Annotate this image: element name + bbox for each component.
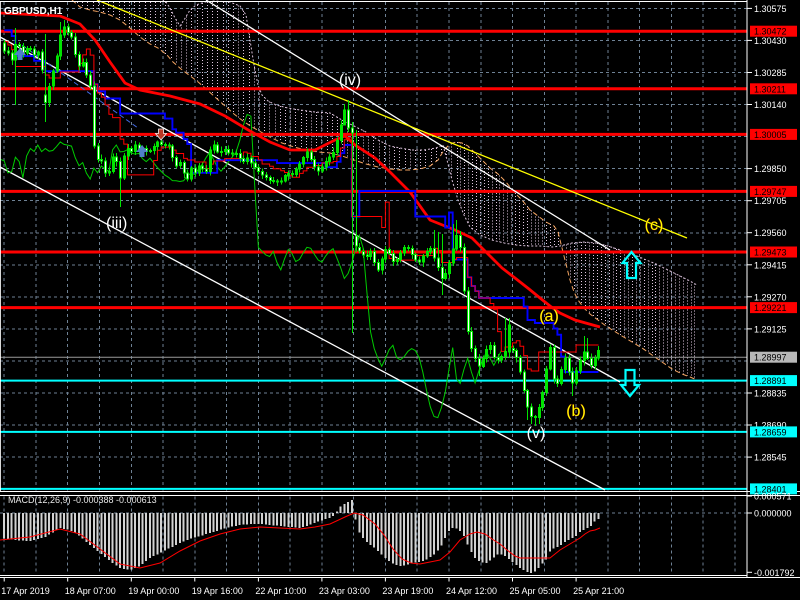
svg-text:(v): (v)	[527, 425, 546, 442]
svg-text:1.29415: 1.29415	[754, 260, 787, 270]
svg-text:1.28891: 1.28891	[754, 376, 787, 386]
svg-text:17 Apr 2019: 17 Apr 2019	[1, 586, 50, 596]
svg-text:1.29747: 1.29747	[754, 187, 787, 197]
svg-text:1.28659: 1.28659	[754, 427, 787, 437]
svg-text:24 Apr 12:00: 24 Apr 12:00	[446, 586, 497, 596]
svg-text:1.29560: 1.29560	[754, 228, 787, 238]
svg-text:1.30285: 1.30285	[754, 68, 787, 78]
svg-text:0.000571: 0.000571	[754, 492, 792, 502]
svg-text:18 Apr 07:00: 18 Apr 07:00	[65, 586, 116, 596]
svg-text:1.29850: 1.29850	[754, 164, 787, 174]
svg-text:MACD(12,26,9) -0.000388 -0.000: MACD(12,26,9) -0.000388 -0.000613	[8, 495, 157, 505]
svg-text:1.29125: 1.29125	[754, 324, 787, 334]
svg-text:25 Apr 05:00: 25 Apr 05:00	[510, 586, 561, 596]
svg-text:23 Apr 19:00: 23 Apr 19:00	[382, 586, 433, 596]
svg-text:1.28835: 1.28835	[754, 389, 787, 399]
svg-text:1.28690: 1.28690	[754, 421, 787, 431]
svg-text:1.30472: 1.30472	[754, 27, 787, 37]
svg-text:19 Apr 16:00: 19 Apr 16:00	[192, 586, 243, 596]
svg-text:1.29270: 1.29270	[754, 292, 787, 302]
svg-text:1.29705: 1.29705	[754, 196, 787, 206]
svg-text:23 Apr 03:00: 23 Apr 03:00	[319, 586, 370, 596]
svg-text:1.30430: 1.30430	[754, 36, 787, 46]
svg-text:25 Apr 21:00: 25 Apr 21:00	[573, 586, 624, 596]
svg-text:1.28545: 1.28545	[754, 453, 787, 463]
svg-text:22 Apr 10:00: 22 Apr 10:00	[255, 586, 306, 596]
svg-text:1.29473: 1.29473	[754, 248, 787, 258]
svg-text:1.28997: 1.28997	[754, 353, 787, 363]
svg-text:(iii): (iii)	[106, 215, 127, 232]
svg-text:GBPUSD,H1: GBPUSD,H1	[4, 6, 63, 17]
svg-text:(b): (b)	[566, 403, 586, 420]
svg-text:(a): (a)	[539, 308, 559, 325]
svg-text:0.000000: 0.000000	[754, 509, 792, 519]
svg-text:1.28401: 1.28401	[754, 484, 787, 494]
svg-text:19 Apr 00:00: 19 Apr 00:00	[128, 586, 179, 596]
svg-text:(iv): (iv)	[339, 72, 361, 89]
svg-text:1.30005: 1.30005	[754, 130, 787, 140]
svg-text:1.30211: 1.30211	[754, 84, 786, 94]
svg-text:(c): (c)	[645, 217, 664, 234]
svg-text:1.30140: 1.30140	[754, 100, 787, 110]
svg-text:1.29221: 1.29221	[754, 303, 787, 313]
svg-text:-0.001792: -0.001792	[754, 568, 795, 578]
svg-text:1.30575: 1.30575	[754, 4, 787, 14]
